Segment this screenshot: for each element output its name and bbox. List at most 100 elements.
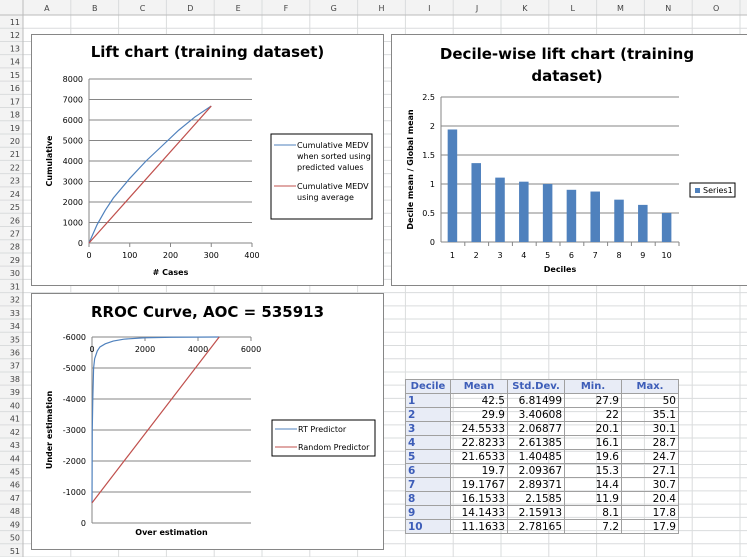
value-cell: 24.5533	[450, 421, 508, 436]
chart-title: RROC Curve, AOC = 535913	[90, 303, 325, 321]
table-row: 4 22.8233 2.61385 16.1 28.7	[405, 435, 679, 450]
x-tick-label: 2000	[135, 345, 155, 354]
row-header[interactable]: 30	[10, 269, 20, 278]
x-tick-label: 8	[616, 251, 621, 260]
row-header[interactable]: 47	[10, 494, 20, 503]
row-header[interactable]: 46	[10, 481, 20, 490]
legend-line-text: Cumulative MEDV	[297, 141, 369, 150]
row-header-bar	[0, 0, 23, 557]
y-tick-label: 6000	[63, 116, 83, 125]
y-axis-label: Decile mean / Global mean	[406, 109, 415, 229]
column-header[interactable]: O	[713, 4, 719, 13]
row-header[interactable]: 12	[10, 31, 20, 40]
column-header[interactable]: F	[284, 4, 289, 13]
value-cell: 11.9	[564, 491, 622, 506]
row-header[interactable]: 23	[10, 177, 20, 186]
row-header[interactable]: 27	[10, 230, 20, 239]
column-header[interactable]: C	[140, 4, 146, 13]
value-cell: 3.40608	[507, 407, 565, 422]
row-header[interactable]: 51	[10, 547, 20, 556]
column-header[interactable]: E	[236, 4, 241, 13]
column-header[interactable]: A	[44, 4, 50, 13]
row-header[interactable]: 41	[10, 415, 20, 424]
bar	[519, 181, 529, 242]
bar	[590, 191, 600, 242]
row-header[interactable]: 15	[10, 71, 20, 80]
row-header[interactable]: 17	[10, 97, 20, 106]
value-cell: 19.1767	[450, 477, 508, 492]
row-header[interactable]: 39	[10, 388, 20, 397]
row-header[interactable]: 35	[10, 335, 20, 344]
x-tick-label: 4	[521, 251, 526, 260]
column-header[interactable]: G	[331, 4, 337, 13]
row-header[interactable]: 24	[10, 190, 20, 199]
column-header[interactable]: D	[187, 4, 193, 13]
legend	[689, 182, 736, 198]
column-header[interactable]: J	[475, 4, 478, 13]
series-line-2	[88, 105, 212, 244]
y-tick-label: 7000	[63, 96, 83, 105]
row-header[interactable]: 48	[10, 507, 20, 516]
row-header[interactable]: 16	[10, 84, 20, 93]
row-header[interactable]: 21	[10, 150, 20, 159]
column-header[interactable]: M	[617, 4, 624, 13]
row-header[interactable]: 18	[10, 111, 20, 120]
row-header[interactable]: 43	[10, 441, 20, 450]
row-header[interactable]: 45	[10, 467, 20, 476]
x-tick-label: 0	[86, 251, 91, 260]
row-header[interactable]: 32	[10, 296, 20, 305]
row-header[interactable]: 14	[10, 58, 20, 67]
row-header[interactable]: 11	[10, 18, 20, 27]
row-header[interactable]: 37	[10, 362, 20, 371]
column-header[interactable]: I	[428, 4, 430, 13]
row-header[interactable]: 34	[10, 322, 20, 331]
value-cell: 2.78165	[507, 519, 565, 534]
row-header[interactable]: 22	[10, 163, 20, 172]
row-header[interactable]: 25	[10, 203, 20, 212]
table-row: 10 11.1633 2.78165 7.2 17.9	[405, 519, 679, 534]
x-tick-label: 2	[474, 251, 479, 260]
decile-chart[interactable]: Decile-wise lift chart (training dataset…	[391, 34, 747, 286]
row-header[interactable]: 42	[10, 428, 20, 437]
row-header[interactable]: 50	[10, 534, 20, 543]
lift-chart[interactable]: Lift chart (training dataset) 0 1000 2000 3…	[31, 34, 384, 286]
row-header[interactable]: 31	[10, 282, 20, 291]
y-tick-label: -4000	[63, 395, 86, 404]
decile-cell: 4	[405, 435, 451, 450]
y-axis-label: Cumulative	[45, 135, 54, 187]
x-tick-label: 300	[204, 251, 219, 260]
row-header[interactable]: 38	[10, 375, 20, 384]
column-header[interactable]: K	[522, 4, 528, 13]
decile-cell: 7	[405, 477, 451, 492]
x-tick-label: 0	[89, 345, 94, 354]
decile-cell: 8	[405, 491, 451, 506]
table-row: 7 19.1767 2.89371 14.4 30.7	[405, 477, 679, 492]
row-header[interactable]: 28	[10, 243, 20, 252]
legend-entry: Cumulative MEDV using average	[297, 182, 369, 202]
value-cell: 20.4	[621, 491, 679, 506]
row-header[interactable]: 29	[10, 256, 20, 265]
row-header[interactable]: 19	[10, 124, 20, 133]
decile-cell: 1	[405, 393, 451, 408]
row-header[interactable]: 13	[10, 44, 20, 53]
y-tick-label: 0	[430, 238, 435, 247]
column-header[interactable]: N	[665, 4, 671, 13]
bar	[495, 177, 505, 242]
row-header[interactable]: 36	[10, 349, 20, 358]
row-header[interactable]: 26	[10, 216, 20, 225]
series-line-1	[88, 105, 212, 244]
value-cell: 24.7	[621, 449, 679, 464]
row-header[interactable]: 44	[10, 454, 20, 463]
column-header[interactable]: B	[92, 4, 98, 13]
row-header[interactable]: 20	[10, 137, 20, 146]
column-header[interactable]: H	[378, 4, 384, 13]
row-header[interactable]: 33	[10, 309, 20, 318]
y-tick-label: 2000	[63, 198, 83, 207]
y-tick-label: 0	[78, 239, 83, 248]
row-header[interactable]: 40	[10, 401, 20, 410]
column-header[interactable]: L	[570, 4, 575, 13]
decile-cell: 6	[405, 463, 451, 478]
x-tick-label: 7	[593, 251, 598, 260]
row-header[interactable]: 49	[10, 520, 20, 529]
rroc-chart[interactable]: RROC Curve, AOC = 535913 0 -1000 -2000 -300…	[31, 293, 384, 550]
